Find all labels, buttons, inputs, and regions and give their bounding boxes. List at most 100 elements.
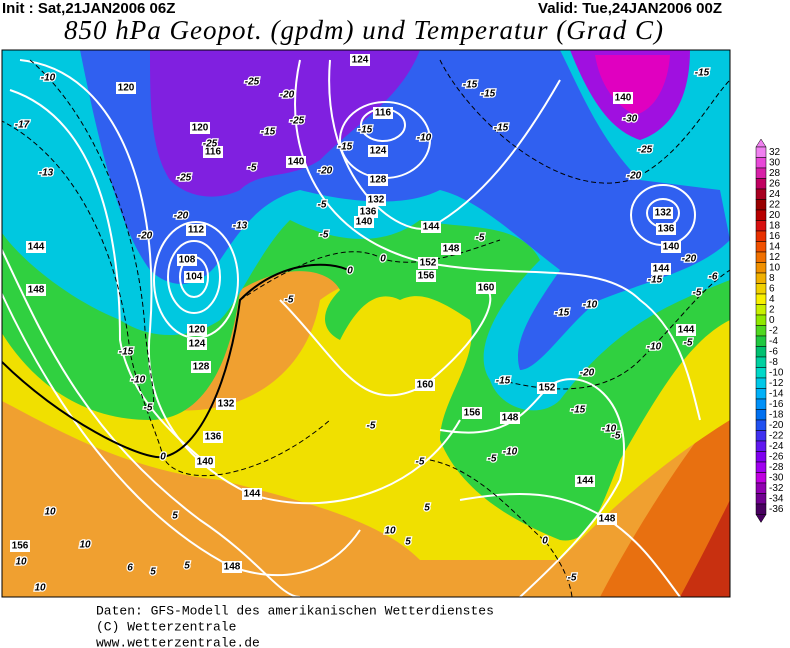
label-box (416, 270, 436, 282)
geopotential-label: 128 (193, 362, 210, 373)
label-box (187, 324, 207, 336)
colorbar-tick-label: 0 (769, 315, 775, 326)
colorbar-swatch (755, 304, 767, 316)
geopotential-label: 144 (678, 325, 695, 336)
label-box (222, 561, 242, 573)
geopotential-label: 140 (356, 217, 373, 228)
label-box (10, 540, 30, 552)
temperature-label: -25 (177, 173, 192, 184)
temperature-label: -10 (417, 133, 432, 144)
colorbar-swatch (755, 178, 767, 190)
temperature-label: -15 (481, 89, 496, 100)
geopotential-label: 160 (478, 283, 495, 294)
temperature-label: -5 (248, 163, 257, 174)
temperature-label: -5 (367, 421, 376, 432)
geopotential-label: 156 (418, 271, 435, 282)
map-frame (1, 49, 731, 598)
colorbar-tick-label: -14 (769, 388, 784, 399)
colorbar-swatch (755, 146, 767, 158)
label-box (613, 92, 633, 104)
temperature-label: -20 (280, 90, 295, 101)
temperature-label: -25 (638, 145, 653, 156)
temperature-label: -6 (709, 272, 718, 283)
label-box (368, 145, 388, 157)
colorbar-tick-label: 30 (769, 157, 781, 168)
label-box (216, 398, 236, 410)
label-box (26, 241, 46, 253)
warm-area (600, 400, 730, 597)
colorbar-swatch (755, 430, 767, 442)
colorbar-swatch (755, 482, 767, 494)
temperature-label: 10 (79, 540, 91, 551)
colorbar-swatch (755, 503, 767, 515)
geopotential-label: 144 (244, 489, 261, 500)
colorbar-bottom-arrow (755, 514, 767, 523)
temperature-label: -5 (693, 288, 702, 299)
geopotential-label: 136 (205, 432, 222, 443)
temperature-label: 0 (380, 254, 386, 265)
geopotential-label: 160 (417, 380, 434, 391)
colorbar-tick-label: 6 (769, 283, 775, 294)
geopotential-label: 124 (189, 339, 206, 350)
label-box (203, 431, 223, 443)
label-box (203, 146, 223, 158)
colorbar-swatch (755, 335, 767, 347)
geopotential-label: 120 (192, 123, 209, 134)
geopotential-label: 148 (599, 514, 616, 525)
colorbar-swatch (755, 388, 767, 400)
colorbar-tick-label: 8 (769, 273, 775, 284)
colorbar-swatch (755, 377, 767, 389)
weather-map (2, 50, 730, 597)
temperature-label: -5 (318, 200, 327, 211)
geopotential-label: 148 (224, 562, 241, 573)
colorbar-tick-label: 24 (769, 189, 781, 200)
colorbar-top-arrow (755, 138, 767, 148)
geopotential-label: 144 (577, 476, 594, 487)
colorbar-swatch (755, 419, 767, 431)
geopotential-label: 148 (502, 413, 519, 424)
contour-labels: 1201241161201161401241281321361401121081… (10, 54, 719, 595)
temperature-label: -10 (583, 300, 598, 311)
geopotential-label: 144 (28, 242, 45, 253)
colorbar-tick-label: -24 (769, 441, 784, 452)
colorbar-tick-label: -6 (769, 346, 778, 357)
colorbar-swatch (755, 440, 767, 452)
map-title: 850 hPa Geopot. (gpdm) und Temperatur (G… (64, 15, 664, 45)
geopotential-label: 108 (179, 255, 196, 266)
label-box (676, 324, 696, 336)
label-box (190, 122, 210, 134)
colorbar-tick-label: 10 (769, 262, 781, 273)
temperature-label: 6 (127, 563, 133, 574)
colorbar-tick-label: 20 (769, 210, 781, 221)
geopotential-label: 148 (443, 244, 460, 255)
geopotential-label: 124 (352, 55, 369, 66)
temperature-label: -15 (571, 405, 586, 416)
colorbar-swatch (755, 346, 767, 358)
geopotential-label: 136 (360, 207, 377, 218)
geopotential-label: 136 (658, 224, 675, 235)
geopotential-label: 144 (423, 222, 440, 233)
label-box (116, 82, 136, 94)
colorbar-swatch (755, 283, 767, 295)
label-box (575, 475, 595, 487)
colorbar-tick-label: -12 (769, 378, 784, 389)
temperature-label: 5 (150, 567, 156, 578)
colorbar-tick-label: -18 (769, 409, 784, 420)
temperature-label: 10 (44, 507, 56, 518)
colorbar-swatch (755, 451, 767, 463)
footer-line: www.wetterzentrale.de (96, 635, 260, 648)
temperature-label: 5 (172, 511, 178, 522)
temperature-label: -15 (695, 68, 710, 79)
label-box (286, 156, 306, 168)
colorbar-tick-label: -36 (769, 504, 784, 515)
colorbar-tick-label: -8 (769, 357, 778, 368)
geopotential-label: 152 (420, 258, 437, 269)
temperature-label: -5 (476, 233, 485, 244)
geopotential-label: 132 (368, 195, 385, 206)
temperature-label: -20 (627, 171, 642, 182)
colorbar-swatch (755, 272, 767, 284)
geopotential-label: 132 (655, 208, 672, 219)
colorbar-tick-label: -28 (769, 462, 784, 473)
geopotential-label: 120 (189, 325, 206, 336)
colorbar-tick-label: 22 (769, 199, 781, 210)
